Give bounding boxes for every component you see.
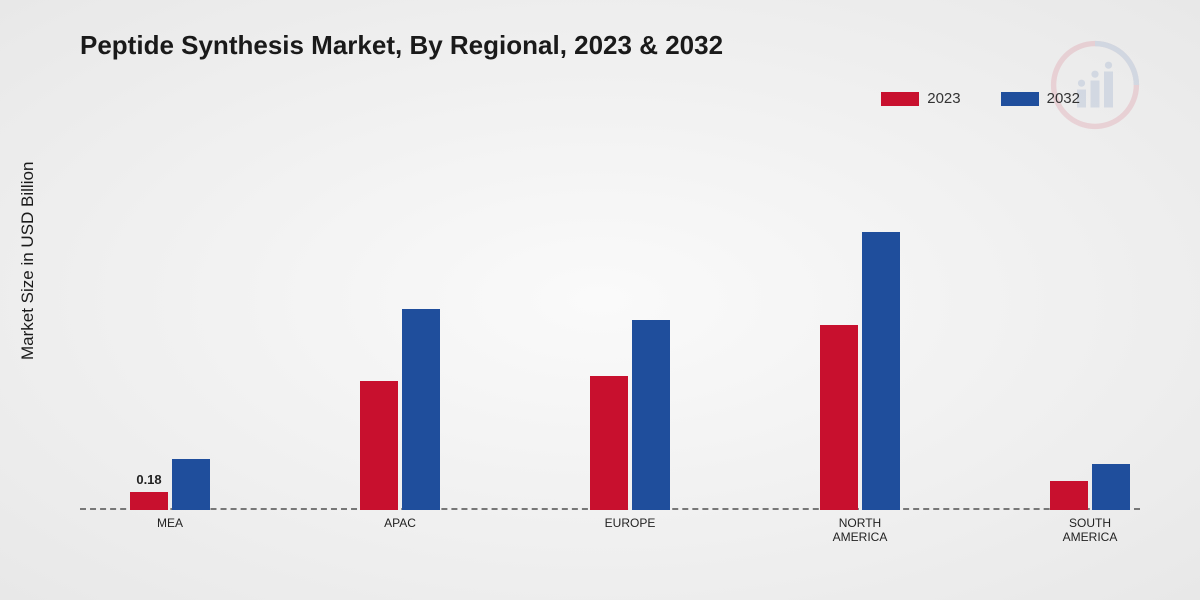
x-axis-label: APAC — [384, 516, 416, 530]
bar-2023: 0.18 — [130, 492, 168, 511]
bar-2032 — [632, 320, 670, 510]
bar-value-label: 0.18 — [136, 472, 161, 487]
bar-2032 — [1092, 464, 1130, 510]
legend-swatch-2023 — [881, 92, 919, 106]
bar-2032 — [402, 309, 440, 510]
bar-cluster: APAC — [340, 309, 460, 510]
x-axis-label: EUROPE — [605, 516, 656, 530]
chart-title: Peptide Synthesis Market, By Regional, 2… — [80, 30, 723, 61]
legend-item-2032: 2032 — [1001, 90, 1080, 107]
legend-label-2023: 2023 — [927, 90, 960, 107]
legend-label-2032: 2032 — [1047, 90, 1080, 107]
watermark-logo — [1050, 40, 1140, 130]
legend-item-2023: 2023 — [881, 90, 960, 107]
bar-2023 — [590, 376, 628, 510]
legend: 2023 2032 — [881, 90, 1080, 107]
bar-cluster: EUROPE — [570, 320, 690, 510]
x-axis-label: NORTH AMERICA — [833, 516, 888, 545]
bar-2032 — [172, 459, 210, 510]
y-axis-label: Market Size in USD Billion — [18, 162, 38, 360]
bar-cluster: NORTH AMERICA — [800, 232, 920, 510]
bar-2023 — [360, 381, 398, 510]
legend-swatch-2032 — [1001, 92, 1039, 106]
bar-cluster: 0.18MEA — [110, 459, 230, 510]
x-axis-label: MEA — [157, 516, 183, 530]
bar-cluster: SOUTH AMERICA — [1030, 464, 1150, 510]
plot-area: 0.18MEAAPACEUROPENORTH AMERICASOUTH AMER… — [80, 150, 1140, 510]
bar-2023 — [820, 325, 858, 510]
bar-2023 — [1050, 481, 1088, 510]
bar-2032 — [862, 232, 900, 510]
x-axis-label: SOUTH AMERICA — [1063, 516, 1118, 545]
